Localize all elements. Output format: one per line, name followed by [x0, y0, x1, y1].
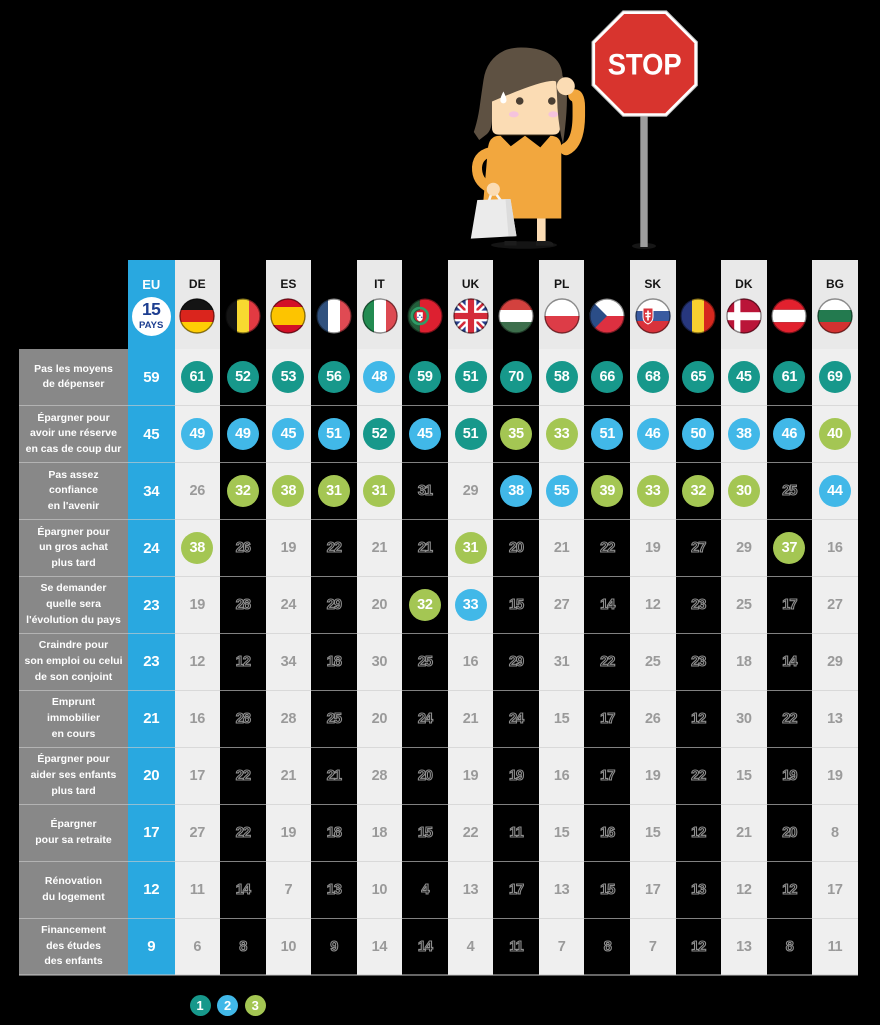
svg-text:STOP: STOP — [608, 48, 682, 81]
